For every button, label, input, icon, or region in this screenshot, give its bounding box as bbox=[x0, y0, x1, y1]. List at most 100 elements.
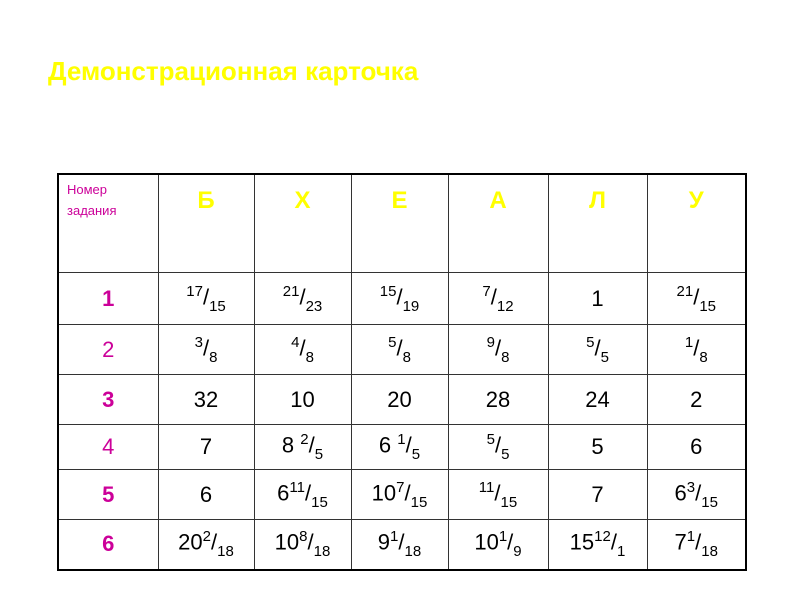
fraction-slash: / bbox=[307, 529, 314, 555]
answer-cell: 7 bbox=[547, 469, 648, 520]
column-letter: Б bbox=[197, 187, 215, 214]
denominator: 15 bbox=[699, 297, 716, 315]
fraction-slash: / bbox=[299, 283, 306, 309]
numerator: 11 bbox=[478, 478, 495, 496]
numerator: 1 bbox=[684, 333, 694, 351]
column-header: Л bbox=[547, 173, 648, 273]
answer-cell: 63/15 bbox=[646, 469, 747, 520]
whole-part: 7 bbox=[199, 434, 213, 459]
column-header: А bbox=[447, 173, 549, 273]
numerator: 7 bbox=[482, 282, 491, 300]
fraction-slash: / bbox=[494, 479, 501, 505]
answer-cell: 15/19 bbox=[350, 272, 449, 325]
whole-part: 2 bbox=[690, 386, 703, 412]
whole-part: 10 bbox=[274, 529, 300, 555]
fraction-slash: / bbox=[202, 334, 210, 360]
answer-cell: 32 bbox=[157, 374, 255, 425]
task-number: 3 bbox=[57, 374, 159, 425]
answer-cell: 9/8 bbox=[447, 324, 549, 375]
denominator: 18 bbox=[701, 543, 718, 561]
column-header: У bbox=[646, 173, 747, 273]
task-number: 6 bbox=[57, 519, 159, 570]
whole-part: 8 bbox=[281, 432, 301, 458]
numerator: 3 bbox=[686, 478, 696, 496]
task-number: 4 bbox=[57, 424, 159, 470]
numerator: 3 bbox=[194, 333, 203, 351]
denominator: 5 bbox=[314, 446, 324, 463]
whole-part: 10 bbox=[371, 479, 397, 505]
denominator: 19 bbox=[402, 297, 420, 315]
fraction-slash: / bbox=[305, 479, 312, 505]
fraction-slash: / bbox=[490, 283, 497, 309]
fraction-slash: / bbox=[211, 529, 218, 555]
column-header: Б bbox=[157, 173, 255, 273]
header-row: Номер задания Б Х Е А Л У bbox=[57, 173, 747, 273]
answer-cell: 28 bbox=[447, 374, 549, 425]
answer-cell: 5/5 bbox=[447, 424, 549, 470]
answer-cell: 6 bbox=[646, 424, 747, 470]
column-letter: У bbox=[688, 187, 704, 214]
denominator: 8 bbox=[402, 348, 411, 366]
numerator: 1 bbox=[397, 431, 406, 448]
table-row: 6 202/18 108/18 91/18 101/9 1512/1 71/18 bbox=[57, 519, 747, 570]
denominator: 15 bbox=[311, 493, 328, 511]
answer-cell: 10 bbox=[253, 374, 352, 425]
column-header: Х bbox=[253, 173, 352, 273]
numerator: 1 bbox=[390, 528, 399, 546]
whole-part: 6 bbox=[199, 481, 213, 507]
denominator: 15 bbox=[701, 493, 718, 511]
answer-cell: 1/8 bbox=[646, 324, 747, 375]
denominator: 5 bbox=[501, 446, 510, 463]
denominator: 15 bbox=[500, 493, 518, 511]
numerator: 21 bbox=[282, 282, 300, 300]
denominator: 8 bbox=[699, 348, 708, 366]
fraction-slash: / bbox=[308, 432, 315, 458]
whole-part: 7 bbox=[674, 529, 687, 555]
denominator: 15 bbox=[209, 297, 226, 315]
whole-part: 6 bbox=[277, 479, 290, 505]
whole-part: 15 bbox=[569, 529, 595, 555]
corner-label: Номер задания bbox=[57, 173, 159, 273]
numerator: 21 bbox=[676, 282, 694, 300]
numerator: 17 bbox=[186, 282, 203, 300]
answer-cell: 108/18 bbox=[253, 519, 352, 570]
answer-cell: 71/18 bbox=[646, 519, 747, 570]
answer-cell: 17/15 bbox=[157, 272, 255, 325]
numerator: 9 bbox=[486, 333, 495, 351]
numerator: 2 bbox=[300, 431, 309, 448]
column-letter: А bbox=[489, 187, 507, 214]
fraction-slash: / bbox=[398, 529, 405, 555]
answer-cell: 24 bbox=[547, 374, 648, 425]
whole-part: 24 bbox=[585, 386, 610, 412]
whole-part: 32 bbox=[193, 386, 219, 412]
table-row: 1 17/15 21/23 15/19 7/12 1 21/15 bbox=[57, 272, 747, 325]
denominator: 18 bbox=[404, 543, 422, 561]
whole-part: 5 bbox=[591, 434, 604, 459]
answer-cell: 3/8 bbox=[157, 324, 255, 375]
whole-part: 20 bbox=[387, 386, 412, 412]
whole-part: 1 bbox=[591, 285, 604, 311]
denominator: 18 bbox=[313, 543, 331, 561]
numerator: 7 bbox=[396, 478, 405, 496]
answer-cell: 11/15 bbox=[447, 469, 549, 520]
fraction-slash: / bbox=[494, 432, 502, 458]
page-title: Демонстрационная карточка bbox=[48, 56, 419, 86]
denominator: 23 bbox=[305, 297, 323, 315]
fraction-slash: / bbox=[695, 479, 702, 505]
fraction-slash: / bbox=[404, 479, 411, 505]
answer-cell: 202/18 bbox=[157, 519, 255, 570]
column-letter: Л bbox=[589, 187, 606, 214]
answer-cell: 6 bbox=[157, 469, 255, 520]
whole-part: 7 bbox=[591, 481, 604, 507]
answer-table: Номер задания Б Х Е А Л У 1 17/15 21/23 15/… bbox=[57, 173, 747, 571]
denominator: 18 bbox=[217, 543, 234, 561]
denominator: 15 bbox=[410, 493, 428, 511]
whole-part: 10 bbox=[474, 529, 499, 555]
denominator: 8 bbox=[501, 348, 510, 366]
fraction-slash: / bbox=[299, 334, 306, 360]
denominator: 5 bbox=[600, 348, 609, 366]
numerator: 5 bbox=[586, 333, 595, 351]
fraction-slash: / bbox=[610, 529, 617, 555]
fraction-slash: / bbox=[693, 283, 700, 309]
denominator: 8 bbox=[209, 348, 218, 366]
